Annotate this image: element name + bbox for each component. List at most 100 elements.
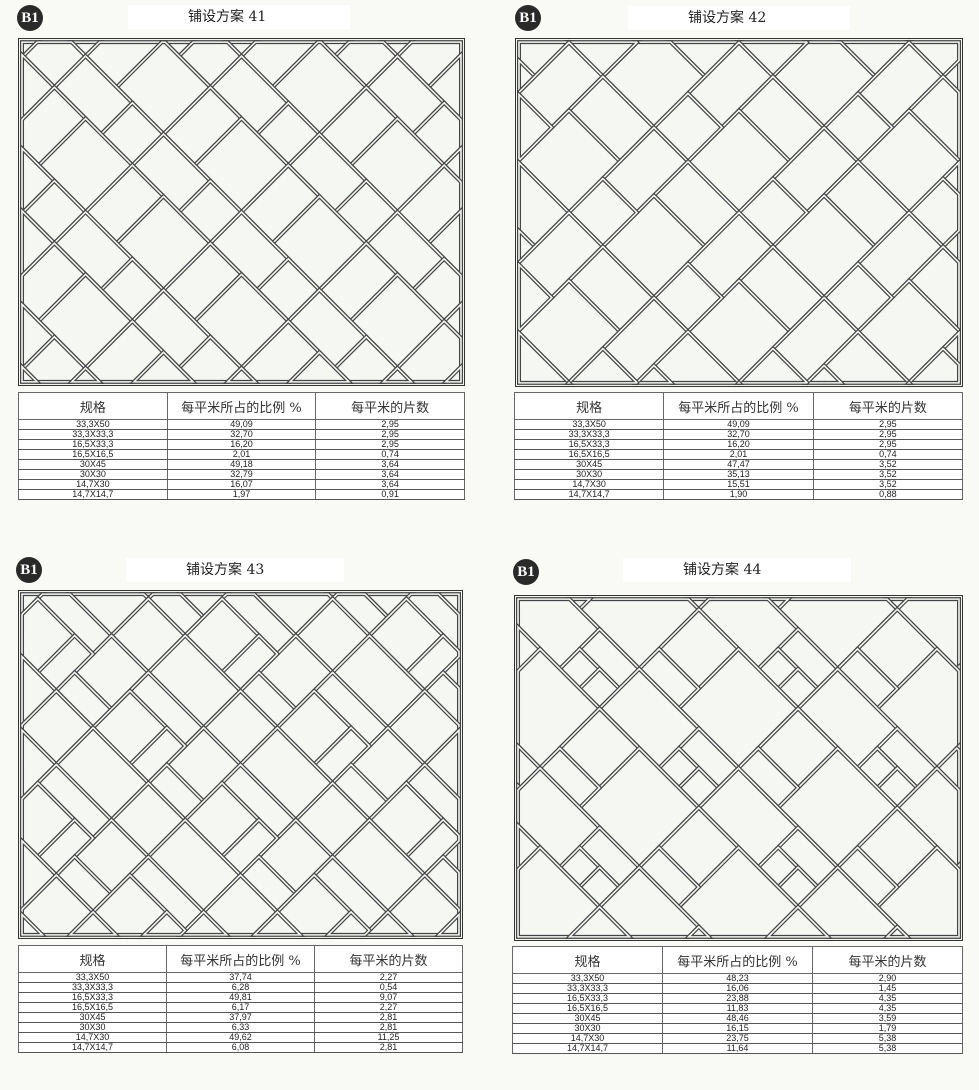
cell-size: 30X30	[512, 1023, 663, 1034]
grout-line	[567, 347, 639, 384]
cell-size: 14,7X30	[18, 1032, 167, 1043]
table-row: 33,3X50 48,23 2,90	[512, 973, 963, 984]
cell-pieces: 2,90	[812, 973, 963, 984]
grout-line	[333, 335, 399, 383]
cell-pieces: 2,95	[315, 439, 465, 450]
table-header: 规格 每平米所占的比例 % 每平米的片数	[18, 392, 465, 420]
cell-ratio: 23,88	[662, 993, 813, 1004]
cell-pieces: 3,64	[315, 459, 465, 470]
cell-size: 33,3X50	[18, 972, 167, 983]
table-row: 14,7X30 15,51 3,52	[513, 479, 964, 490]
tile-spec-table: 规格 每平米所占的比例 % 每平米的片数 33,3X50 49,09 2,95 33,3X3…	[513, 392, 964, 500]
grout-line	[381, 366, 414, 383]
cell-size: 16,5X33,3	[513, 439, 665, 450]
grout-line	[567, 905, 632, 938]
cell-ratio: 15,51	[663, 479, 814, 490]
cell-ratio: 49,81	[166, 992, 315, 1003]
grout-line	[443, 364, 462, 383]
table-row: 30X30 32,79 3,64	[18, 469, 465, 480]
cell-size: 33,3X33,3	[512, 983, 663, 994]
tile-pattern-drawing	[515, 38, 963, 387]
layout-plan-title: 铺设方案 41	[128, 5, 350, 29]
cell-size: 30X30	[18, 1022, 167, 1033]
table-row: 16,5X33,3 23,88 4,35	[512, 993, 963, 1004]
table-row: 30X30 6,33 2,81	[18, 1022, 463, 1033]
cell-size: 33,3X50	[513, 419, 665, 430]
cell-pieces: 1,45	[812, 983, 963, 994]
cell-ratio: 48,46	[662, 1013, 813, 1024]
cell-ratio: 11,83	[662, 1003, 813, 1014]
cell-pieces: 4,35	[812, 1003, 963, 1014]
cell-ratio: 6,08	[166, 1042, 315, 1053]
table-row: 33,3X33,3 16,06 1,45	[512, 983, 963, 994]
table-row: 30X45 49,18 3,64	[18, 459, 465, 470]
cell-ratio: 1,97	[166, 489, 317, 500]
cell-pieces: 3,59	[812, 1013, 963, 1024]
layout-plan-title: 铺设方案 44	[623, 558, 851, 582]
grout-line	[885, 925, 910, 938]
cell-ratio: 16,20	[663, 439, 814, 450]
header-spec: 规格	[512, 946, 663, 974]
cell-pieces: 0,88	[812, 489, 964, 500]
cell-pieces: 2,27	[314, 972, 463, 983]
cell-pieces: 2,27	[314, 1002, 463, 1013]
section-badge: B1	[513, 559, 539, 585]
cell-size: 30X45	[18, 1012, 167, 1023]
grout-line	[436, 912, 460, 936]
cell-size: 16,5X16,5	[513, 449, 665, 460]
grout-line	[21, 912, 45, 936]
table-header: 规格 每平米所占的比例 % 每平米的片数	[513, 392, 964, 420]
header-spec: 规格	[513, 392, 665, 420]
cell-size: 33,3X33,3	[18, 429, 168, 440]
cell-size: 33,3X33,3	[18, 982, 167, 993]
table-row: 30X45 48,46 3,59	[512, 1013, 963, 1024]
cell-ratio: 16,06	[662, 983, 813, 994]
cell-ratio: 6,28	[166, 982, 315, 993]
table-row: 30X45 37,97 2,81	[18, 1012, 463, 1023]
grout-line	[907, 347, 960, 384]
cell-pieces: 2,81	[314, 1012, 463, 1023]
tile-spec-table: 规格 每平米所占的比例 % 每平米的片数 33,3X50 48,23 2,90 33,3X3…	[512, 946, 963, 1054]
cell-pieces: 5,38	[812, 1033, 963, 1044]
grout-line	[518, 92, 554, 163]
section-badge: B1	[16, 557, 42, 583]
cell-size: 30X30	[18, 469, 168, 480]
grout-line	[287, 351, 351, 383]
header-spec: 规格	[18, 945, 167, 973]
table-header: 规格 每平米所占的比例 % 每平米的片数	[18, 945, 463, 973]
cell-pieces: 2,95	[315, 419, 465, 430]
cell-ratio: 32,70	[663, 429, 814, 440]
table-row: 33,3X50 49,09 2,95	[513, 419, 964, 430]
table-row: 33,3X33,3 32,70 2,95	[513, 429, 964, 440]
cell-size: 14,7X30	[18, 479, 168, 490]
cell-size: 16,5X33,3	[18, 992, 167, 1003]
cell-pieces: 2,95	[812, 429, 964, 440]
table-row: 30X45 47,47 3,52	[513, 459, 964, 470]
cell-size: 14,7X30	[512, 1033, 663, 1044]
grout-line	[69, 366, 102, 383]
grout-line	[22, 335, 87, 383]
table-row: 14,7X30 16,07 3,64	[18, 479, 465, 490]
table-row: 30X30 16,15 1,79	[512, 1023, 963, 1034]
grout-line	[21, 364, 40, 383]
cell-size: 16,5X16,5	[18, 449, 168, 460]
grout-line	[91, 873, 168, 936]
grout-line	[252, 910, 303, 936]
cell-size: 14,7X14,7	[18, 489, 168, 500]
cell-size: 33,3X50	[512, 973, 663, 984]
grout-line	[686, 925, 711, 938]
cell-ratio: 49,09	[166, 419, 317, 430]
cell-ratio: 35,13	[663, 469, 814, 480]
cell-size: 14,7X14,7	[513, 489, 665, 500]
grout-line	[178, 910, 229, 936]
cell-pieces: 0,91	[315, 489, 465, 500]
section-badge: B1	[17, 5, 43, 31]
header-ratio: 每平米所占的比例 %	[662, 946, 813, 974]
tile-spec-table: 规格 每平米所占的比例 % 每平米的片数 33,3X50 37,74 2,27 33,3X3…	[18, 945, 463, 1053]
cell-ratio: 49,18	[166, 459, 317, 470]
grout-line	[225, 366, 258, 383]
layout-plan-title: 铺设方案 43	[126, 558, 344, 582]
cell-pieces: 2,81	[314, 1022, 463, 1033]
cell-size: 30X45	[512, 1013, 663, 1024]
